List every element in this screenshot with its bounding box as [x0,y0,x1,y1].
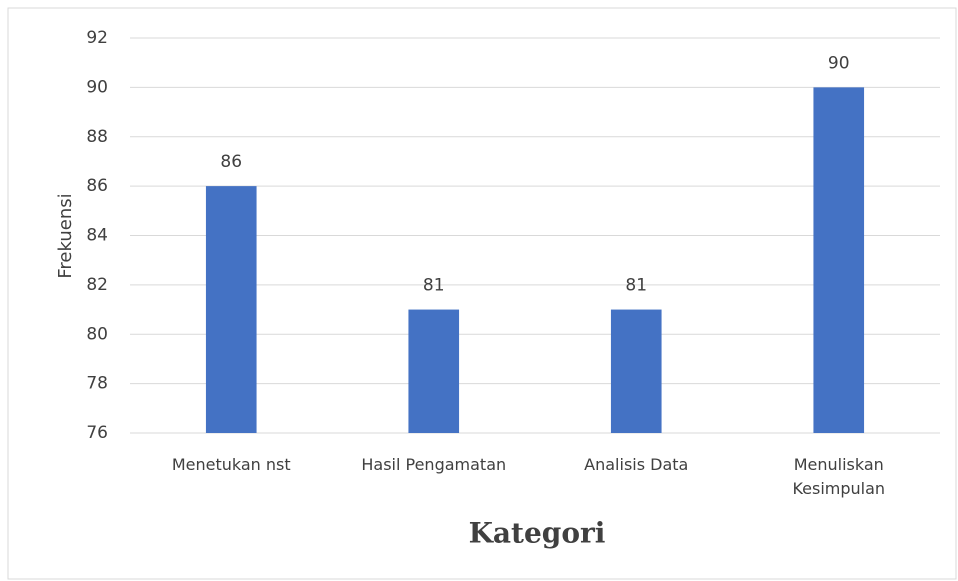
y-tick-label: 84 [86,226,108,246]
y-axis-title: Frekuensi [55,193,76,278]
data-label: 86 [220,152,242,172]
y-tick-label: 80 [86,324,108,344]
bar [813,87,865,433]
x-tick-label: Menetukan nst [171,455,291,474]
bar [610,309,662,433]
x-tick-label: Menuliskan Kesimpulan [792,455,886,498]
y-tick-label: 88 [86,127,108,147]
x-tick-label: Hasil Pengamatan [361,455,507,474]
y-tick-label: 76 [86,423,108,443]
y-tick-label: 82 [86,275,108,295]
chart-frame [7,7,957,580]
x-tick-label: Analisis Data [584,455,689,474]
data-label: 90 [828,53,850,73]
data-label: 81 [625,276,647,296]
x-axis-title: Kategori [469,517,606,550]
y-tick-label: 92 [86,28,108,48]
y-tick-label: 90 [86,77,108,97]
bar [205,186,257,433]
bar [408,309,460,433]
y-tick-label: 78 [86,374,108,394]
y-tick-label: 86 [86,176,108,196]
data-label: 81 [423,276,445,296]
